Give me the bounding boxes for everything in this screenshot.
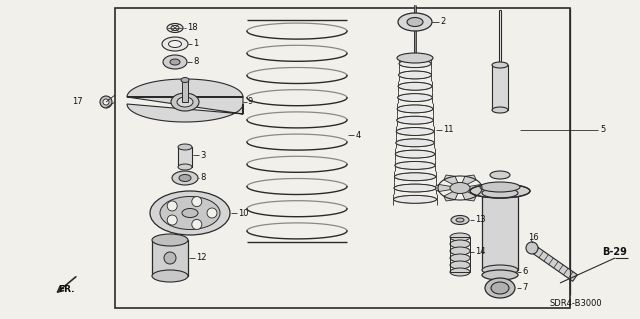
Ellipse shape [394,184,436,192]
Ellipse shape [492,62,508,68]
Ellipse shape [480,182,520,192]
Ellipse shape [168,41,182,48]
Ellipse shape [482,265,518,275]
Text: 12: 12 [196,254,207,263]
Text: 17: 17 [72,98,83,107]
Ellipse shape [152,270,188,282]
Polygon shape [460,188,476,201]
Ellipse shape [394,196,436,203]
Polygon shape [127,79,243,122]
Ellipse shape [181,78,189,83]
Ellipse shape [492,107,508,113]
Ellipse shape [482,188,518,198]
Text: 1: 1 [193,40,198,48]
Ellipse shape [450,233,470,241]
Polygon shape [530,245,577,281]
Polygon shape [444,188,460,201]
Polygon shape [460,184,488,191]
Text: 11: 11 [443,125,454,135]
Text: 15: 15 [490,183,500,192]
Ellipse shape [450,268,470,276]
Ellipse shape [397,116,433,124]
Ellipse shape [163,55,187,69]
Text: 2: 2 [440,18,445,26]
Ellipse shape [397,53,433,63]
Text: 10: 10 [238,209,248,218]
Bar [492,65,508,110]
Ellipse shape [178,144,192,150]
Circle shape [103,99,109,105]
Ellipse shape [162,37,188,51]
Text: SDR4-B3000: SDR4-B3000 [550,299,603,308]
Circle shape [192,197,202,207]
Ellipse shape [491,282,509,294]
Circle shape [167,215,177,225]
Ellipse shape [450,261,470,269]
Bar [152,240,188,276]
Ellipse shape [450,182,470,194]
Ellipse shape [396,128,434,136]
Ellipse shape [482,270,518,280]
Ellipse shape [171,26,179,31]
Ellipse shape [399,71,431,79]
Ellipse shape [172,171,198,185]
Circle shape [207,208,217,218]
Ellipse shape [171,93,199,111]
Ellipse shape [182,209,198,218]
Text: 5: 5 [600,125,605,135]
Ellipse shape [399,60,431,68]
Ellipse shape [152,234,188,246]
Ellipse shape [456,218,464,222]
Text: 18: 18 [187,24,198,33]
Ellipse shape [178,164,192,170]
Text: 8: 8 [193,57,198,66]
Ellipse shape [451,216,469,225]
Ellipse shape [450,247,470,255]
Ellipse shape [395,161,435,169]
Text: B-29: B-29 [602,247,627,257]
Text: 3: 3 [200,151,205,160]
Ellipse shape [397,93,433,101]
Text: 4: 4 [356,130,361,139]
Circle shape [192,219,202,229]
Bar [482,193,518,270]
Circle shape [164,252,176,264]
Text: 7: 7 [522,284,527,293]
Bar [178,147,192,167]
Polygon shape [432,184,460,191]
Bar [450,237,470,272]
Ellipse shape [396,150,435,158]
Ellipse shape [485,278,515,298]
Ellipse shape [396,139,434,147]
Ellipse shape [450,254,470,262]
Polygon shape [460,175,476,188]
Ellipse shape [177,97,193,107]
Ellipse shape [407,18,423,26]
Ellipse shape [398,82,432,90]
Circle shape [100,96,112,108]
Ellipse shape [167,24,183,33]
Polygon shape [444,175,460,188]
Text: 9: 9 [248,98,253,107]
Circle shape [167,201,177,211]
Ellipse shape [394,173,436,181]
Circle shape [526,242,538,254]
Ellipse shape [170,59,180,65]
Ellipse shape [450,240,470,248]
Ellipse shape [160,197,220,229]
Text: 13: 13 [475,216,486,225]
Text: 14: 14 [475,248,486,256]
Text: 16: 16 [528,233,539,241]
Ellipse shape [397,105,433,113]
Text: 8: 8 [200,174,205,182]
Ellipse shape [490,171,510,179]
Ellipse shape [179,174,191,182]
Text: 6: 6 [522,268,527,277]
Bar [115,8,570,308]
Ellipse shape [470,184,530,198]
Bar [182,80,188,102]
Ellipse shape [150,191,230,235]
Text: FR.: FR. [58,286,74,294]
Ellipse shape [398,13,432,31]
